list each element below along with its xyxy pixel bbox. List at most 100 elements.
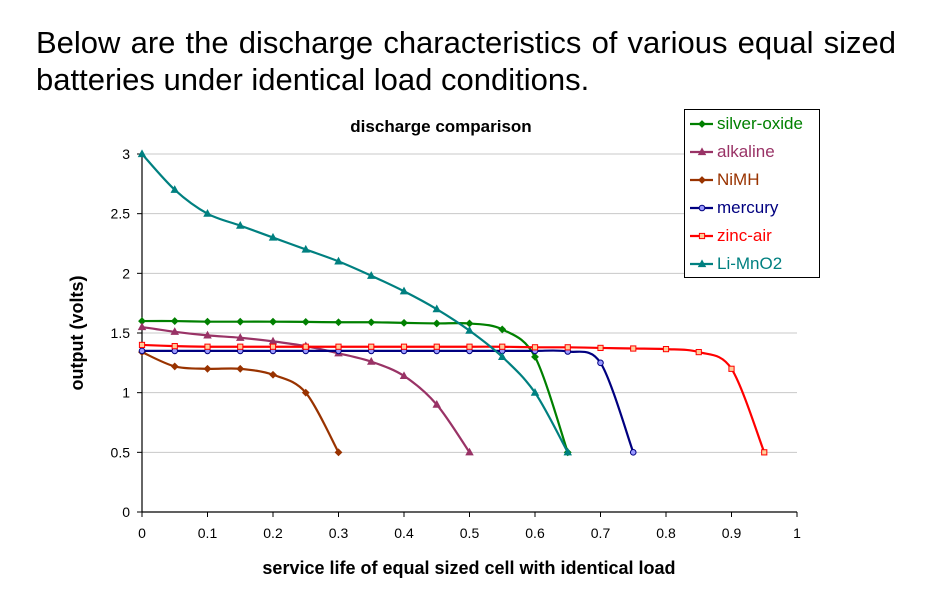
data-point [368, 343, 375, 350]
y-tick-label: 1.5 [111, 325, 131, 341]
data-point [629, 449, 637, 456]
legend-marker [698, 204, 706, 212]
legend-marker [697, 259, 707, 268]
x-tick-label: 0 [138, 525, 146, 541]
legend-item: mercury [689, 196, 778, 220]
data-point [269, 343, 277, 350]
series-li-mno2 [137, 149, 572, 456]
data-point [170, 185, 179, 193]
series-line [141, 153, 569, 453]
legend-label: silver-oxide [717, 114, 803, 133]
data-point [367, 318, 376, 327]
legend-item: NiMH [689, 168, 760, 192]
y-axis-label: output (volts) [67, 276, 87, 391]
legend-swatch [690, 259, 713, 268]
legend-label: mercury [717, 198, 779, 217]
data-point [728, 365, 735, 372]
data-point [335, 343, 342, 350]
data-point [203, 330, 212, 339]
data-point [465, 325, 474, 334]
data-point [761, 449, 768, 456]
y-tick-label: 2.5 [111, 206, 131, 222]
series-zinc-air [138, 341, 768, 456]
x-tick-label: 0.4 [394, 525, 414, 541]
x-tick-label: 0.3 [329, 525, 349, 541]
legend-item: alkaline [689, 140, 775, 164]
data-point [334, 318, 343, 327]
data-point [400, 343, 408, 350]
legend-swatch [690, 204, 713, 212]
x-tick-label: 0.2 [263, 525, 283, 541]
data-point [334, 256, 343, 265]
data-point [301, 244, 310, 253]
data-point [236, 364, 245, 373]
data-point [236, 220, 245, 229]
x-tick-label: 0.6 [525, 525, 545, 541]
legend-item: Li-MnO2 [689, 252, 782, 276]
intro-text: Below are the discharge characteristics … [36, 25, 896, 97]
x-tick-label: 0.9 [722, 525, 742, 541]
data-point [204, 343, 211, 350]
data-point [137, 322, 147, 331]
data-point [236, 317, 245, 326]
legend-swatch [690, 147, 713, 156]
data-point [203, 209, 212, 217]
data-point [137, 149, 147, 158]
y-tick-label: 3 [122, 146, 130, 162]
data-point [662, 346, 670, 353]
data-point [269, 370, 277, 379]
data-point [695, 348, 702, 356]
data-point [367, 357, 376, 365]
data-point [399, 286, 409, 295]
y-tick-label: 0 [122, 504, 130, 520]
data-point [531, 352, 539, 361]
data-point [203, 364, 212, 373]
legend-swatch [690, 120, 713, 128]
data-point [237, 343, 244, 350]
x-tick-label: 0.8 [656, 525, 676, 541]
x-axis-label: service life of equal sized cell with id… [262, 558, 675, 578]
data-point [465, 319, 474, 328]
data-point [530, 388, 540, 396]
data-point [399, 371, 409, 380]
data-point [138, 341, 146, 349]
data-point [170, 362, 179, 371]
data-point [203, 317, 212, 326]
data-point [301, 317, 310, 326]
series-silver-oxide [138, 317, 572, 457]
x-tick-label: 0.7 [591, 525, 611, 541]
series-lines [137, 149, 768, 457]
data-point [334, 448, 343, 457]
legend-label: NiMH [717, 170, 760, 189]
data-point [466, 343, 473, 350]
chart-title: discharge comparison [350, 117, 531, 136]
legend-swatch [690, 176, 713, 184]
data-point [597, 359, 604, 367]
data-point [302, 343, 309, 350]
data-point [531, 344, 539, 351]
legend-marker [698, 176, 706, 184]
data-point [400, 318, 408, 327]
data-point [432, 304, 441, 313]
data-point [171, 343, 178, 350]
legend-marker [698, 232, 706, 240]
legend-swatch [690, 232, 713, 240]
series-line [142, 349, 635, 453]
data-point [170, 327, 179, 335]
legend-label: zinc-air [717, 226, 772, 245]
data-point [138, 347, 146, 355]
data-point [499, 343, 506, 350]
data-point [498, 325, 507, 334]
data-point [498, 352, 507, 360]
data-point [301, 388, 310, 397]
data-point [465, 447, 474, 456]
x-tick-label: 0.5 [460, 525, 480, 541]
y-tick-label: 2 [122, 265, 130, 281]
legend-label: alkaline [717, 142, 775, 161]
x-tick-label: 0.1 [198, 525, 218, 541]
legend-label: Li-MnO2 [717, 254, 783, 273]
data-point [630, 345, 637, 352]
data-point [432, 319, 441, 328]
data-point [597, 344, 604, 352]
